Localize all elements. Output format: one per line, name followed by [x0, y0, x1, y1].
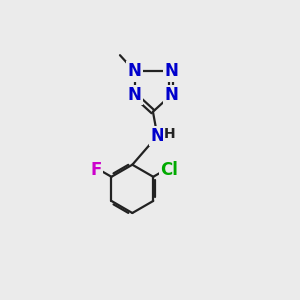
Text: N: N [164, 62, 178, 80]
Text: N: N [150, 127, 164, 145]
Text: N: N [128, 86, 142, 104]
Text: F: F [90, 160, 102, 178]
Text: N: N [128, 62, 142, 80]
Text: N: N [164, 86, 178, 104]
Text: H: H [164, 128, 176, 141]
Text: Cl: Cl [160, 161, 178, 179]
